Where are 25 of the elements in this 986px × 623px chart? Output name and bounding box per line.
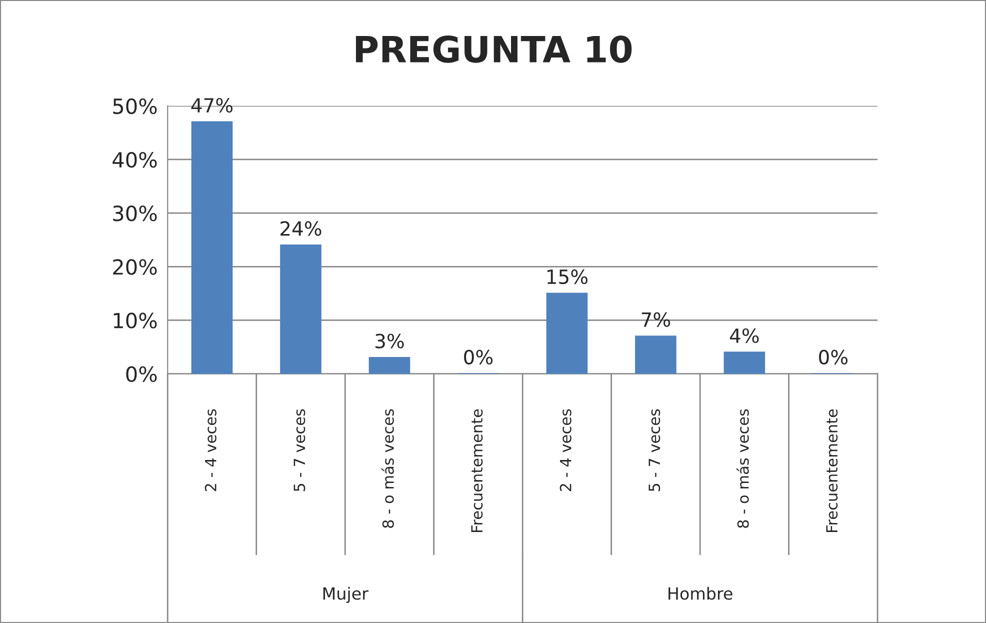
data-label: 3% (376, 334, 404, 348)
x-tick-label: 2 - 4 veces (204, 409, 216, 492)
data-label: 0% (819, 350, 848, 364)
data-label: 4% (730, 328, 759, 344)
y-tick-label: 0% (126, 366, 157, 382)
data-label: 47% (191, 98, 233, 113)
x-tick-label: 5 - 7 veces (294, 409, 306, 492)
y-tick-label: 40% (112, 152, 157, 168)
text: Hombre (668, 586, 732, 600)
data-label: 24% (280, 221, 322, 236)
x-tick-label: 2 - 4 veces (560, 409, 572, 492)
data-label: 0% (464, 350, 493, 364)
x-tick-label: Frecuentemente (471, 409, 483, 532)
x-tick-label: 8 - o más veces (381, 409, 394, 528)
data-label: 7% (642, 312, 670, 327)
chart-title: PREGUNTA 10 (356, 36, 632, 63)
y-tick-label: 50% (113, 98, 157, 114)
y-tick-label: 30% (113, 206, 157, 222)
x-tick-label: Frecuentemente (826, 409, 838, 532)
y-tick-label: 10% (114, 312, 157, 328)
y-tick-label: 20% (113, 259, 157, 275)
data-label: 15% (547, 269, 588, 284)
text: Mujer (323, 586, 368, 604)
x-tick-label: 8 - o más veces (736, 409, 749, 528)
x-tick-label: 5 - 7 veces (648, 409, 660, 492)
